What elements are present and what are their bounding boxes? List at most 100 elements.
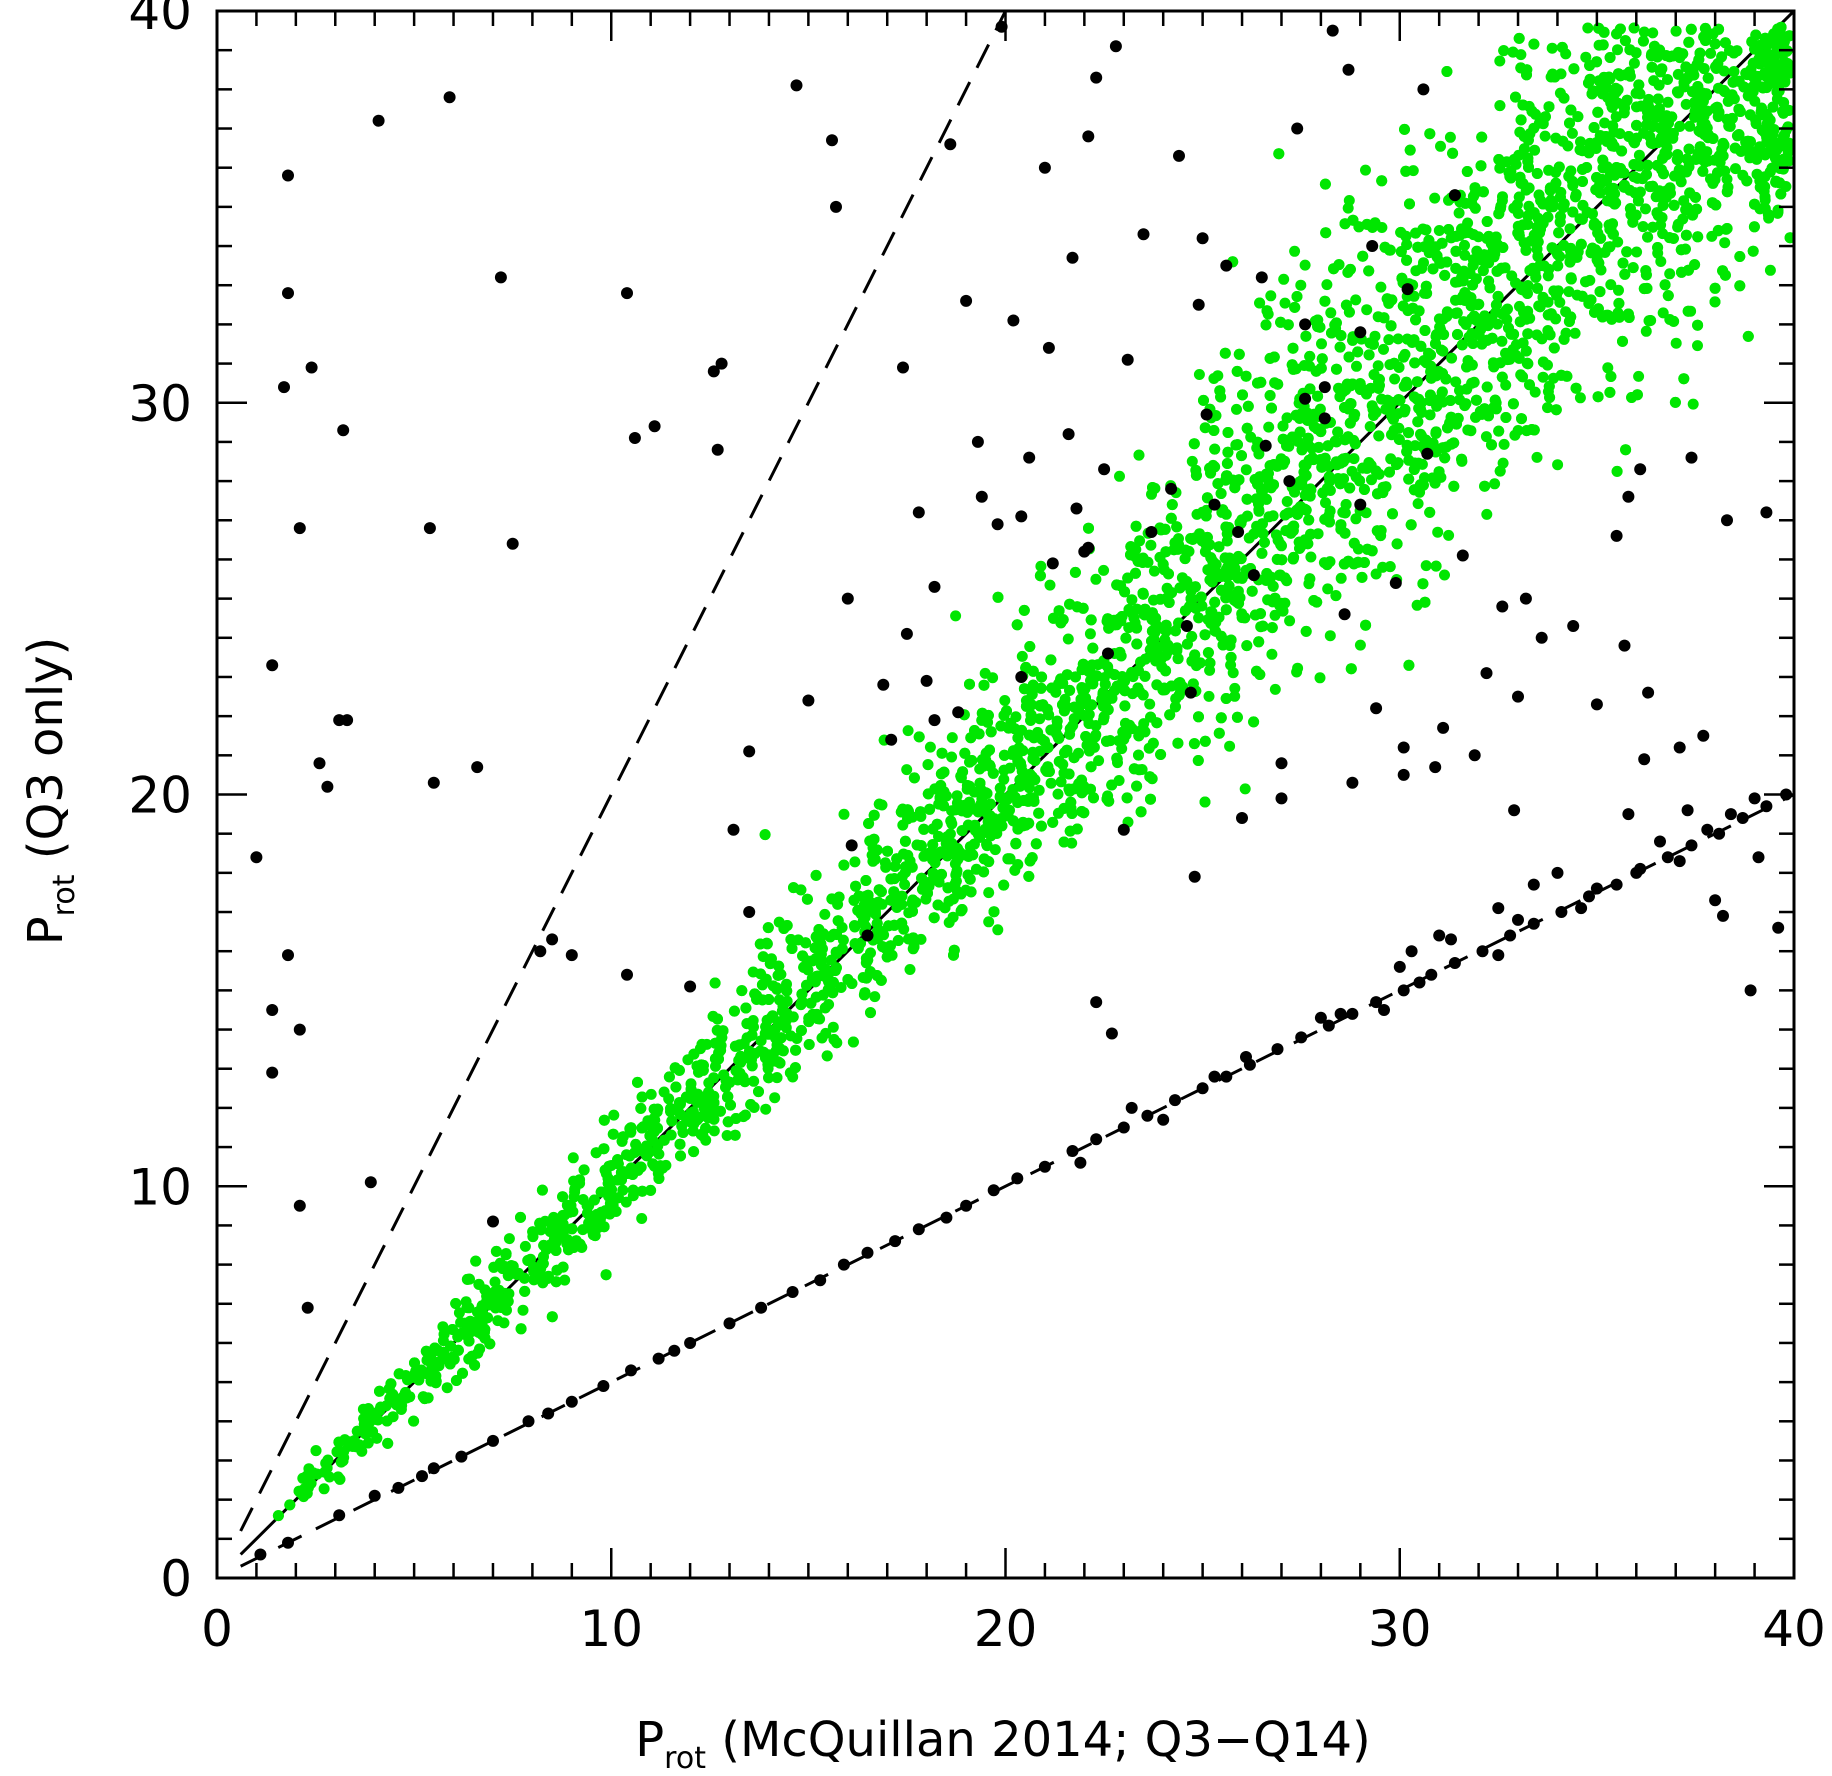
green-point (1334, 341, 1346, 353)
green-point (1179, 553, 1191, 565)
green-point (1670, 337, 1682, 349)
green-point (1589, 217, 1600, 229)
green-point (1053, 732, 1065, 744)
green-point (1115, 580, 1127, 592)
green-point (409, 1357, 420, 1369)
green-point (1772, 206, 1784, 218)
green-point (946, 751, 958, 763)
green-point (1171, 521, 1183, 533)
green-point (1356, 571, 1368, 583)
green-point (546, 1225, 558, 1237)
green-point (567, 1152, 579, 1164)
green-point (1023, 782, 1035, 794)
green-point (1542, 270, 1554, 282)
green-point (976, 714, 988, 726)
green-point (1281, 496, 1293, 507)
green-point (1409, 457, 1420, 469)
green-point (1114, 646, 1126, 658)
green-point (1324, 505, 1336, 517)
green-point (1281, 412, 1293, 424)
green-point (1273, 148, 1285, 160)
green-point (1199, 422, 1211, 434)
green-point (918, 823, 930, 835)
green-point (1563, 286, 1575, 298)
green-point (391, 1399, 403, 1411)
green-point (980, 747, 992, 759)
green-point (722, 1116, 734, 1128)
green-point (838, 808, 850, 820)
green-point (1212, 478, 1224, 490)
green-point (790, 1044, 802, 1056)
green-point (1213, 541, 1225, 553)
green-point (1581, 162, 1593, 173)
green-point (882, 845, 893, 857)
green-point (1020, 661, 1032, 673)
green-point (1068, 752, 1080, 764)
green-point (578, 1164, 590, 1176)
green-point (1481, 381, 1493, 393)
green-point (1204, 657, 1216, 669)
green-point (1686, 86, 1698, 98)
green-point (801, 893, 813, 905)
green-point (1188, 738, 1200, 750)
green-point (1366, 474, 1377, 486)
green-point (1585, 294, 1597, 306)
green-point (1248, 716, 1260, 728)
green-point (946, 732, 958, 744)
green-point (1033, 807, 1045, 819)
green-point (833, 891, 845, 903)
green-point (1324, 630, 1336, 642)
green-point (1295, 279, 1307, 291)
green-point (337, 1455, 349, 1467)
green-point (1018, 604, 1030, 616)
green-point (420, 1368, 432, 1379)
green-point (1151, 679, 1163, 691)
green-point (879, 857, 891, 869)
green-point (1746, 36, 1758, 48)
green-point (362, 1403, 374, 1415)
green-point (489, 1276, 501, 1288)
green-point (1628, 171, 1640, 183)
green-point (1451, 307, 1463, 319)
green-point (1689, 96, 1701, 108)
green-point (1436, 237, 1448, 249)
green-point (1325, 307, 1337, 319)
green-point (1208, 425, 1220, 436)
green-point (1552, 248, 1564, 260)
green-point (1279, 297, 1291, 309)
green-point (1196, 600, 1208, 612)
green-point (950, 804, 962, 816)
green-point (675, 1150, 686, 1162)
green-point (1148, 565, 1160, 577)
green-point (577, 1194, 589, 1206)
green-point (1610, 86, 1622, 98)
green-point (688, 1048, 700, 1060)
green-point (819, 908, 831, 920)
green-point (967, 849, 979, 861)
green-point (1221, 470, 1233, 482)
green-point (1375, 281, 1387, 293)
green-point (1126, 594, 1138, 606)
green-point (598, 1143, 610, 1155)
green-point (333, 1436, 345, 1448)
green-point (321, 1462, 333, 1474)
green-point (1698, 110, 1710, 122)
green-point (1610, 111, 1622, 123)
green-point (450, 1298, 462, 1309)
green-point (1257, 620, 1269, 632)
green-point (1416, 406, 1428, 418)
green-point (1522, 358, 1534, 370)
green-point (1554, 191, 1566, 203)
green-point (1537, 356, 1549, 368)
green-point (669, 1062, 681, 1074)
green-point (1642, 159, 1654, 171)
green-point (1659, 147, 1671, 159)
green-point (1146, 635, 1157, 647)
green-point (1125, 549, 1136, 561)
green-point (1623, 66, 1635, 78)
green-point (1376, 175, 1388, 187)
green-point (1286, 522, 1298, 534)
green-point (1775, 188, 1787, 200)
green-point (1053, 605, 1065, 617)
green-point (1513, 191, 1525, 203)
